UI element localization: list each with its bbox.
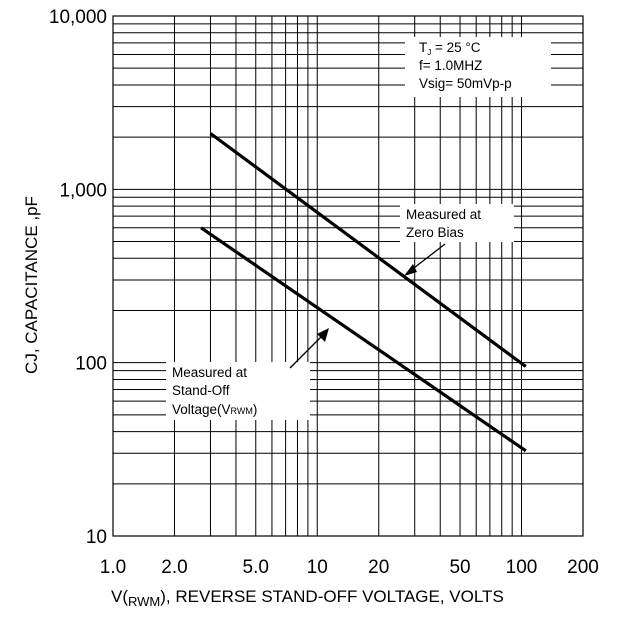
series-line-stand-off <box>200 226 527 453</box>
plot-frame <box>112 15 584 537</box>
x-axis-title: V(RWM), REVERSE STAND-OFF VOLTAGE, VOLTS <box>111 587 504 609</box>
x-tick-label: 10 <box>307 557 328 578</box>
stand-off-arrowhead <box>317 328 329 342</box>
tick-labels: 1.0 2.0 5.0 10 20 50 100 200 10 100 1,000 10,000 <box>49 7 599 578</box>
stand-off-arrow <box>289 334 324 369</box>
y-tick-label: 100 <box>75 354 107 375</box>
stand-off-label-line3: Voltage(VRWM) <box>172 402 257 417</box>
y-tick-label: 1,000 <box>59 180 107 201</box>
stand-off-label-box <box>166 362 310 420</box>
series-line-zero-bias <box>209 132 527 368</box>
condition-frequency: f= 1.0MHZ <box>419 58 482 73</box>
y-axis-title: CJ, CAPACITANCE ,pF <box>22 196 41 374</box>
stand-off-label-line1: Measured at <box>172 365 247 380</box>
condition-tj: TJ = 25 °C <box>419 40 481 57</box>
stand-off-label-line2: Stand-Off <box>172 383 230 398</box>
x-tick-label: 50 <box>449 557 470 578</box>
condition-vsig: Vsig= 50mVp-p <box>419 76 512 91</box>
zero-bias-arrow <box>409 243 446 272</box>
x-tick-label: 20 <box>368 557 389 578</box>
conditions-box <box>405 37 551 97</box>
x-tick-label: 5.0 <box>243 557 269 578</box>
x-tick-label: 200 <box>567 557 599 578</box>
series-group <box>200 132 527 453</box>
y-tick-label: 10 <box>86 527 107 548</box>
y-tick-label: 10,000 <box>49 7 107 28</box>
x-tick-label: 1.0 <box>100 557 126 578</box>
x-tick-label: 2.0 <box>161 557 187 578</box>
zero-bias-label-line1: Measured at <box>406 207 481 222</box>
zero-bias-label-box <box>400 204 514 242</box>
grid <box>112 15 584 537</box>
zero-bias-arrowhead <box>404 264 417 276</box>
zero-bias-label-line2: Zero Bias <box>406 225 464 240</box>
x-tick-label: 100 <box>506 557 538 578</box>
